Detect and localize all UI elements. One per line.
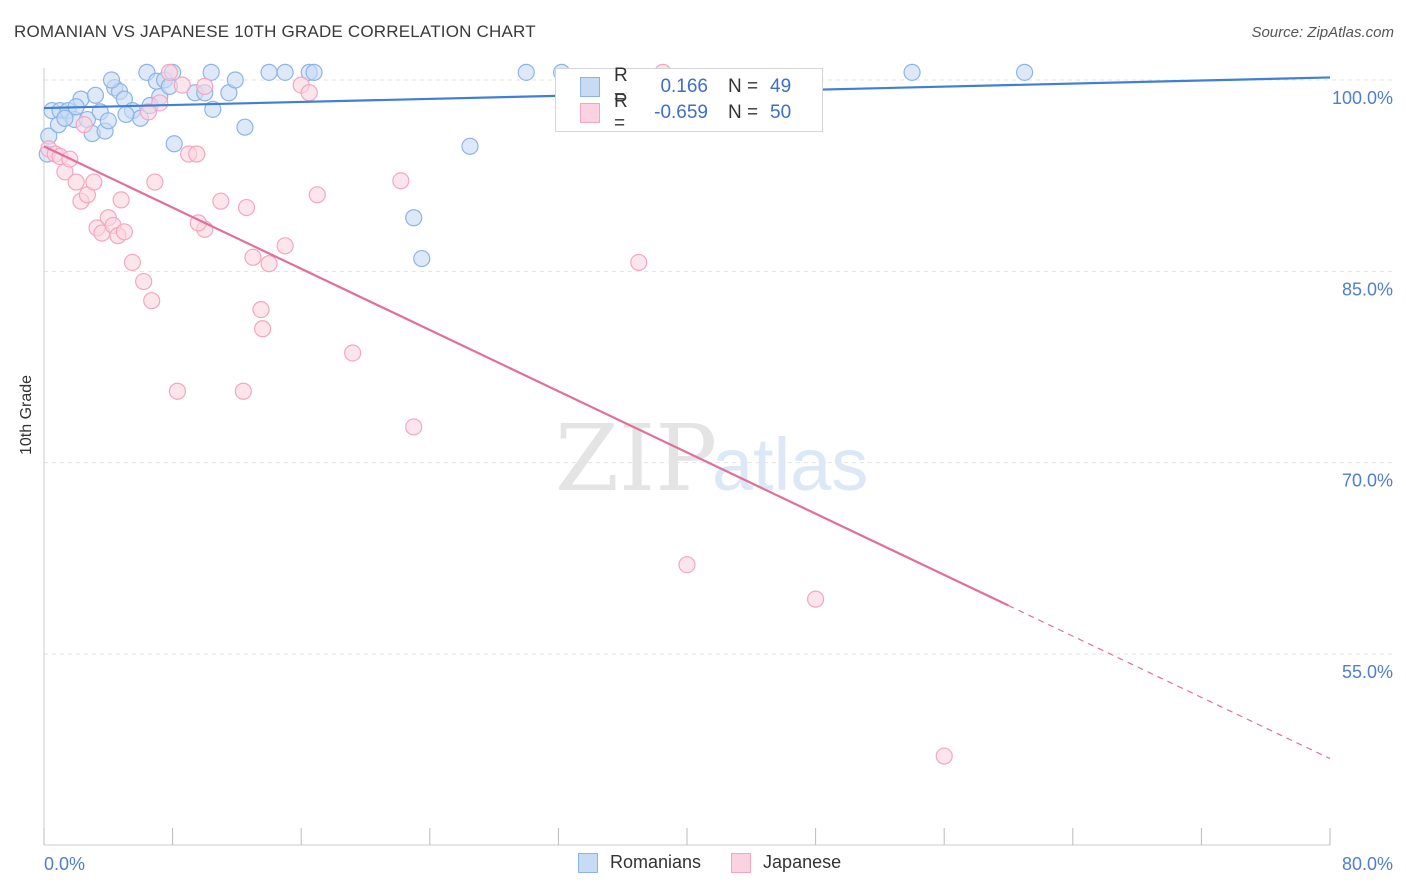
y-axis-label: 10th Grade: [18, 374, 35, 455]
data-point-romanians: [276, 63, 294, 81]
chart-title: ROMANIAN VS JAPANESE 10TH GRADE CORRELAT…: [14, 22, 536, 41]
data-point-japanese: [260, 255, 278, 273]
trend-line-japanese: [43, 145, 1009, 607]
data-point-japanese: [806, 590, 825, 608]
legend-r-label: R =: [614, 65, 628, 108]
data-point-romanians: [204, 100, 222, 118]
data-point-japanese: [112, 191, 130, 209]
chart-source: Source: ZipAtlas.com: [1251, 24, 1394, 41]
legend-r-label: R =: [614, 91, 628, 134]
data-point-japanese: [173, 76, 191, 94]
data-point-romanians: [236, 118, 254, 136]
legend-row-japanese: R = -0.659 N = 50: [580, 91, 792, 134]
legend-swatch-japanese: [731, 852, 752, 873]
data-point-japanese: [135, 272, 153, 291]
data-point-romanians: [903, 63, 921, 81]
data-point-romanians: [86, 86, 105, 104]
data-point-japanese: [308, 186, 326, 204]
data-point-japanese: [678, 556, 696, 574]
data-point-romanians: [260, 63, 278, 81]
data-point-japanese: [67, 173, 85, 191]
data-point-japanese: [392, 172, 410, 190]
data-point-japanese: [630, 253, 648, 272]
data-point-japanese: [344, 344, 362, 362]
legend-label-romanians: Romanians: [610, 852, 702, 872]
data-point-romanians: [305, 63, 323, 81]
data-point-romanians: [102, 71, 121, 89]
y-tick-label: 100.0%: [1332, 88, 1393, 108]
data-point-japanese: [254, 320, 272, 338]
grid-lines: [44, 79, 1392, 655]
data-point-japanese: [139, 103, 158, 121]
data-point-romanians: [405, 209, 423, 227]
data-point-romanians: [202, 63, 220, 81]
axes: [43, 68, 1331, 846]
legend-swatch-japanese: [580, 103, 600, 123]
legend-r-value: 0.166: [660, 76, 708, 97]
trend-line-extension-japanese: [1008, 604, 1331, 760]
data-point-japanese: [160, 63, 178, 81]
data-point-japanese: [244, 248, 262, 266]
data-point-japanese: [212, 192, 230, 210]
data-point-romanians: [165, 135, 183, 153]
data-point-japanese: [405, 418, 423, 436]
legend-n-value: 50: [770, 102, 792, 123]
data-point-japanese: [276, 237, 294, 255]
y-tick-label: 55.0%: [1342, 662, 1393, 682]
legend-item-japanese[interactable]: Japanese: [731, 852, 841, 873]
data-point-romanians: [517, 63, 535, 81]
data-point-japanese: [123, 253, 142, 272]
legend-n-value: 49: [770, 76, 792, 97]
data-point-japanese: [300, 84, 318, 102]
tick-labels: 100.0% 85.0% 70.0% 55.0% 0.0% 80.0%: [44, 88, 1393, 874]
data-point-japanese: [75, 116, 93, 134]
data-point-japanese: [188, 145, 206, 163]
data-point-romanians: [117, 105, 135, 124]
data-point-romanians: [56, 109, 74, 127]
data-point-romanians: [1015, 63, 1034, 81]
x-tick-label: 80.0%: [1342, 854, 1393, 874]
data-points: [38, 63, 1034, 765]
series-legend: Romanians Japanese: [578, 852, 871, 873]
data-point-japanese: [237, 198, 256, 217]
data-point-japanese: [935, 747, 953, 765]
data-point-japanese: [85, 173, 103, 191]
data-point-romanians: [99, 112, 117, 130]
data-point-japanese: [234, 382, 252, 400]
x-tick-label: 0.0%: [44, 854, 85, 874]
legend-n-label: N =: [728, 102, 759, 123]
data-point-japanese: [143, 292, 161, 310]
data-point-japanese: [115, 223, 133, 241]
legend-row-romanians: R = 0.166 N = 49: [580, 65, 792, 108]
watermark-zip: ZIP: [555, 405, 717, 512]
data-point-japanese: [151, 94, 169, 112]
data-point-japanese: [252, 301, 270, 319]
data-point-japanese: [168, 382, 187, 400]
legend-item-romanians[interactable]: Romanians: [578, 852, 701, 873]
data-point-romanians: [461, 137, 479, 155]
stats-legend: R = 0.166 N = 49 R = -0.659 N = 50: [555, 65, 823, 134]
legend-r-value: -0.659: [654, 102, 708, 123]
data-point-japanese: [146, 173, 164, 191]
y-tick-label: 85.0%: [1342, 279, 1393, 299]
y-tick-label: 70.0%: [1342, 471, 1393, 491]
legend-swatch-romanians: [578, 852, 598, 873]
legend-swatch-romanians: [580, 77, 600, 97]
data-point-romanians: [226, 71, 244, 89]
data-point-japanese: [196, 77, 214, 95]
legend-label-japanese: Japanese: [763, 852, 842, 872]
legend-n-label: N =: [728, 76, 759, 97]
data-point-romanians: [413, 249, 431, 268]
watermark-atlas: atlas: [712, 423, 868, 506]
